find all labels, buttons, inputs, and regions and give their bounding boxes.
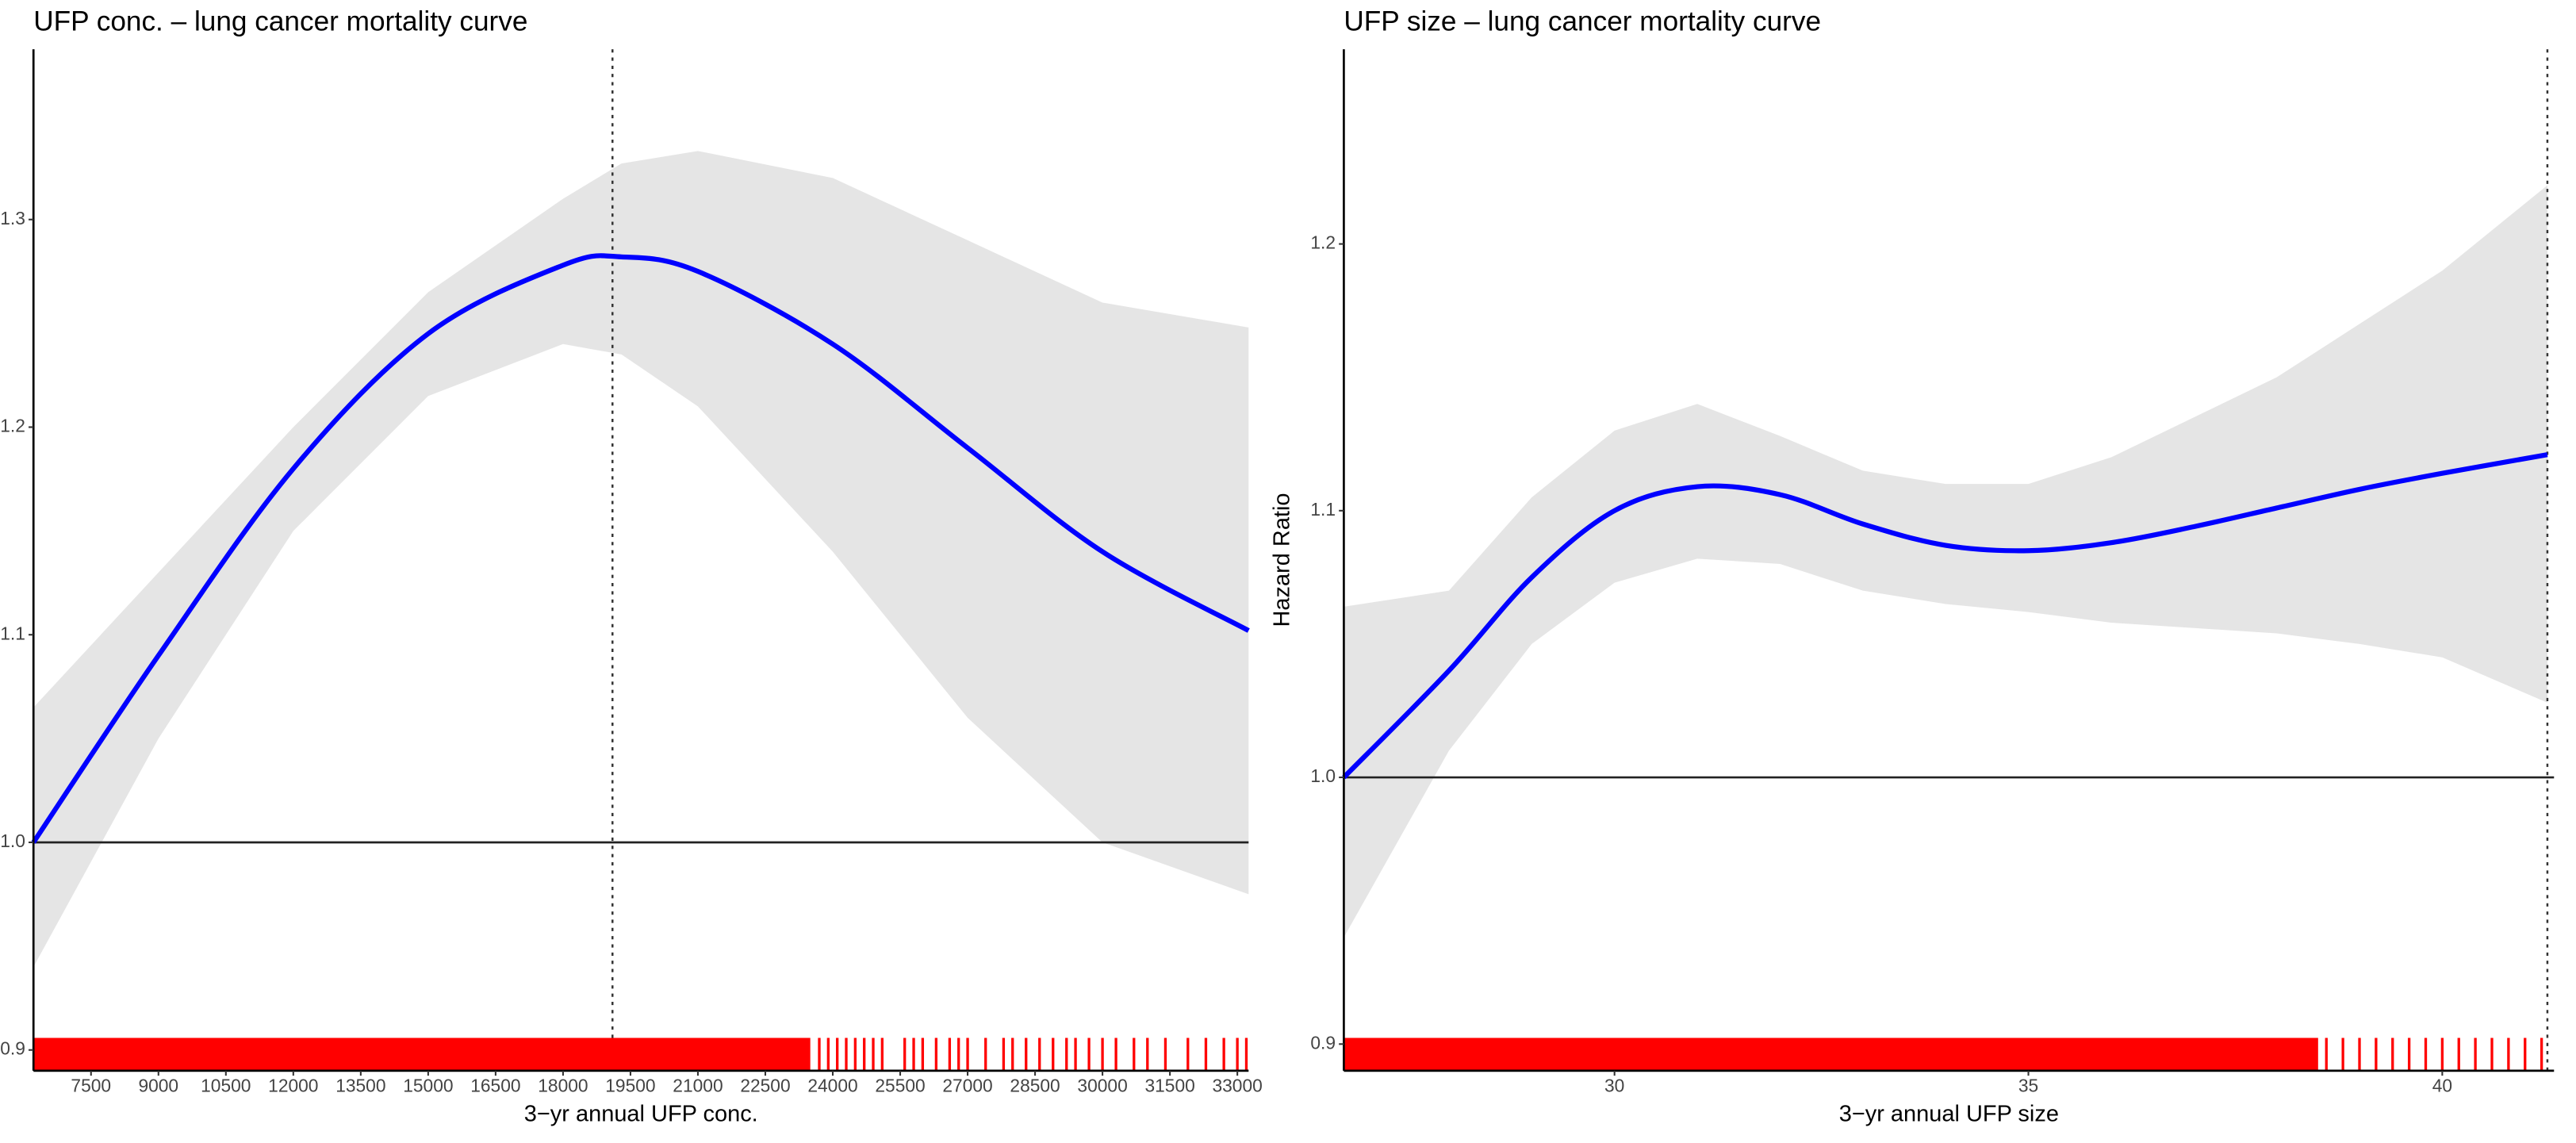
x-axis-label: 3−yr annual UFP conc. <box>524 1101 758 1126</box>
x-tick-label: 12000 <box>268 1076 318 1096</box>
x-tick-label: 18000 <box>538 1076 588 1096</box>
y-tick-label: 1.1 <box>1310 499 1336 520</box>
x-tick-label: 31500 <box>1144 1076 1194 1096</box>
y-tick-label: 1.3 <box>0 208 25 228</box>
x-tick-label: 35 <box>2018 1076 2038 1096</box>
x-tick-label: 28500 <box>1010 1076 1060 1096</box>
x-tick-label: 22500 <box>740 1076 790 1096</box>
x-tick-label: 27000 <box>942 1076 992 1096</box>
y-tick-label: 1.0 <box>0 830 25 851</box>
x-tick-label: 16500 <box>470 1076 520 1096</box>
hazard-curve <box>1342 452 2548 780</box>
y-tick-label: 1.2 <box>0 416 25 436</box>
y-tick-label: 0.9 <box>1310 1032 1336 1053</box>
x-tick-label: 30 <box>1604 1076 1624 1096</box>
x-tick-label: 19500 <box>605 1076 655 1096</box>
x-tick-label: 33000 <box>1212 1076 1262 1096</box>
hazard-curve <box>31 253 1250 844</box>
chart-title: UFP size – lung cancer mortality curve <box>1344 6 1821 36</box>
x-tick-label: 25500 <box>875 1076 925 1096</box>
y-axis-label: Hazard Ratio <box>1269 493 1294 627</box>
chart-title: UFP conc. – lung cancer mortality curve <box>33 6 527 36</box>
panel: 0.9 1.0 1.1 1.2 1.3 7500 9000 10500 12000 13500 15… <box>0 6 1263 1126</box>
x-tick-label: 30000 <box>1077 1076 1127 1096</box>
confidence-band <box>33 151 1249 968</box>
y-tick-label: 1.0 <box>1310 765 1336 786</box>
x-tick-label: 15000 <box>403 1076 453 1096</box>
x-tick-label: 9000 <box>138 1076 178 1096</box>
x-tick-label: 24000 <box>807 1076 857 1096</box>
x-tick-label: 7500 <box>71 1076 111 1096</box>
y-tick-label: 1.2 <box>1310 232 1336 253</box>
panel: 0.9 1.0 1.1 1.2 30 35 40 UFP size – lung cancer… <box>1269 6 2555 1126</box>
x-tick-label: 13500 <box>335 1076 385 1096</box>
x-tick-label: 10500 <box>201 1076 251 1096</box>
rug-dense <box>1344 1038 2318 1071</box>
x-axis-label: 3−yr annual UFP size <box>1839 1101 2059 1126</box>
x-tick-label: 21000 <box>673 1076 723 1096</box>
x-tick-label: 40 <box>2432 1076 2452 1096</box>
confidence-band <box>1344 185 2547 938</box>
rug-dense <box>33 1038 811 1071</box>
y-tick-label: 0.9 <box>0 1038 25 1059</box>
y-tick-label: 1.1 <box>0 623 25 643</box>
